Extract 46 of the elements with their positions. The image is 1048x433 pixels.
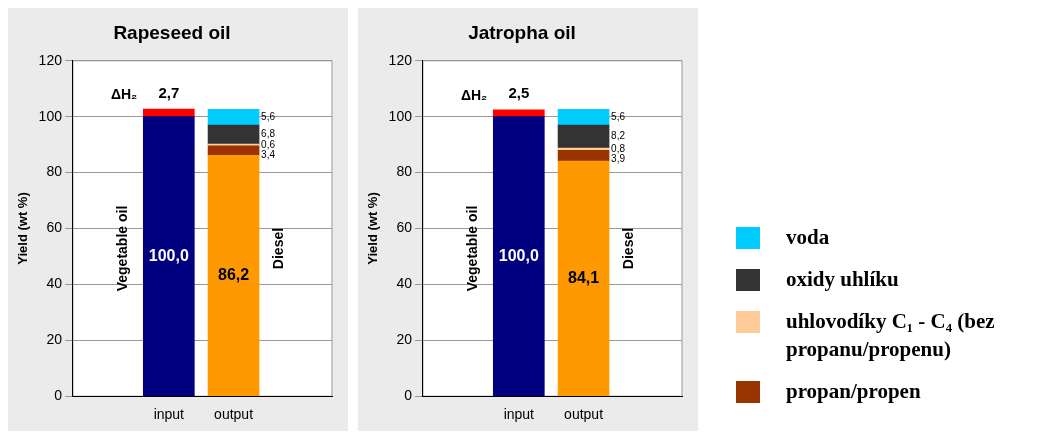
legend-label: propan/propen bbox=[786, 378, 921, 405]
y-tick-label: 0 bbox=[404, 387, 413, 404]
data-label: 5,6 bbox=[261, 111, 276, 123]
y-tick-label: 40 bbox=[396, 275, 413, 292]
y-axis-title: Yield (wt %) bbox=[365, 192, 381, 265]
data-label: 3,4 bbox=[261, 148, 276, 160]
x-tick-label: input bbox=[153, 406, 185, 423]
data-label: 3,9 bbox=[611, 152, 626, 164]
chart-title: Jatropha oil bbox=[468, 21, 576, 43]
legend-label: voda bbox=[786, 224, 830, 251]
data-label: 86,2 bbox=[217, 265, 250, 283]
y-tick-label: 80 bbox=[46, 163, 63, 180]
y-tick-label: 20 bbox=[46, 331, 63, 348]
data-label: 0,8 bbox=[611, 142, 626, 154]
text: Diesel bbox=[269, 227, 286, 270]
data-label: 100,0 bbox=[498, 246, 539, 264]
y-tick-label: 120 bbox=[38, 51, 63, 68]
text: Vegetable oil bbox=[464, 205, 481, 292]
data-label: 8,2 bbox=[611, 130, 626, 142]
y-tick-label: 100 bbox=[388, 107, 413, 124]
x-tick-label: output bbox=[214, 406, 254, 423]
y-tick-label: 80 bbox=[396, 163, 413, 180]
y-tick-label: 60 bbox=[46, 219, 63, 236]
y-tick-label: 40 bbox=[46, 275, 63, 292]
series-label: ΔH₂ bbox=[460, 86, 488, 103]
y-tick-label: 20 bbox=[396, 331, 413, 348]
data-label: 100,0 bbox=[148, 246, 189, 264]
y-tick-label: 100 bbox=[38, 107, 63, 124]
data-label: 6,8 bbox=[261, 128, 276, 140]
data-label: 84,1 bbox=[567, 268, 600, 286]
legend-label: oxidy uhlíku bbox=[786, 266, 899, 293]
text: Vegetable oil bbox=[114, 205, 131, 292]
x-tick-label: input bbox=[503, 406, 535, 423]
series-label: ΔH₂ bbox=[110, 86, 138, 103]
x-tick-label: output bbox=[564, 406, 604, 423]
legend-label: uhlovodíky C₁ - C₄ (bez propanu/propenu) bbox=[786, 308, 996, 363]
y-tick-label: 0 bbox=[54, 387, 63, 404]
data-label: 5,6 bbox=[611, 111, 626, 123]
text: Diesel bbox=[619, 227, 636, 270]
y-tick-label: 120 bbox=[388, 51, 413, 68]
data-label: 2,7 bbox=[158, 83, 180, 101]
chart-title: Rapeseed oil bbox=[113, 21, 231, 43]
y-tick-label: 60 bbox=[396, 219, 413, 236]
y-axis-title: Yield (wt %) bbox=[15, 192, 31, 265]
data-label: 0,6 bbox=[261, 138, 276, 150]
data-label: 2,5 bbox=[508, 84, 530, 102]
